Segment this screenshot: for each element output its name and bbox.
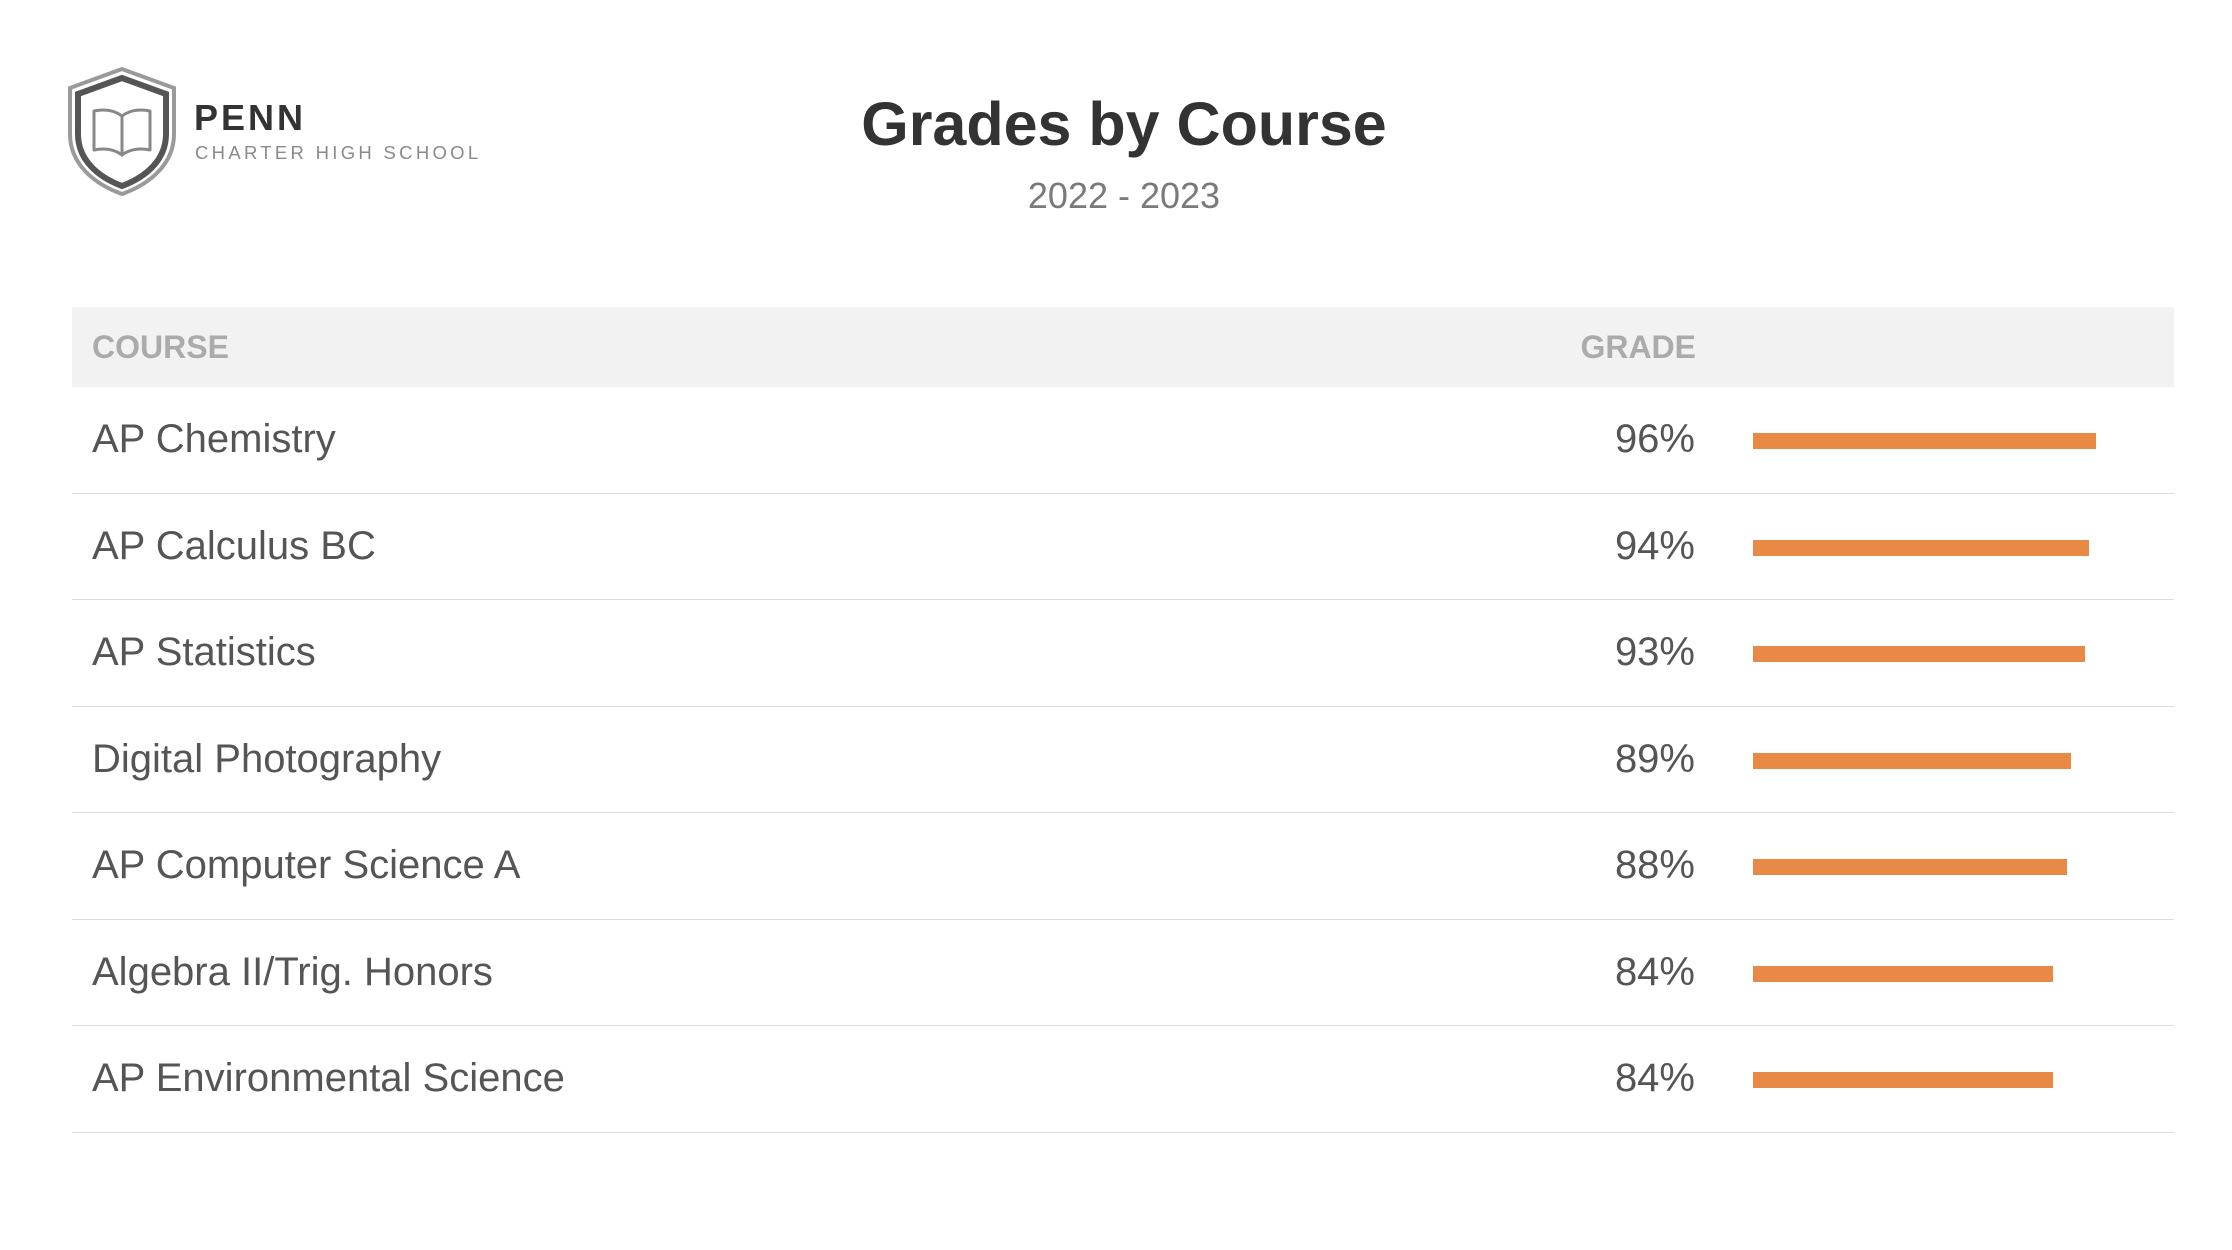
school-logo — [62, 66, 182, 197]
page-subtitle: 2022 - 2023 — [1027, 175, 1221, 216]
course-name: AP Statistics — [92, 630, 316, 674]
table-row: AP Calculus BC 94% — [72, 494, 2174, 600]
course-name: AP Calculus BC — [92, 523, 376, 568]
page-title: Grades by Course — [861, 90, 1387, 158]
brand-subtitle: CHARTER HIGH SCHOOL — [195, 142, 482, 163]
grade-bar — [1753, 1072, 2110, 1088]
course-name: Digital Photography — [92, 736, 442, 781]
grade-bar-fill — [1753, 646, 2085, 662]
grade-bar-fill — [1753, 859, 2068, 875]
grade-value: 84% — [1614, 949, 1695, 994]
grade-value: 96% — [1614, 417, 1695, 461]
grade-bar — [1753, 965, 2110, 982]
course-name: AP Chemistry — [92, 417, 336, 461]
grade-bar — [1753, 859, 2110, 875]
grade-bar-fill — [1753, 965, 2053, 982]
grade-value: 84% — [1614, 1056, 1695, 1100]
column-header-grade: GRADE — [1580, 329, 1696, 365]
table-header: COURSE GRADE — [72, 307, 2174, 387]
grade-bar-fill — [1753, 752, 2071, 769]
course-name: AP Computer Science A — [92, 843, 521, 887]
shield-book-icon — [68, 66, 176, 197]
table-row: AP Environmental Science 84% — [72, 1026, 2174, 1133]
table-row: AP Computer Science A 88% — [72, 813, 2174, 920]
course-name: AP Environmental Science — [92, 1056, 565, 1100]
course-name: Algebra II/Trig. Honors — [92, 949, 493, 994]
grade-value: 89% — [1614, 736, 1695, 781]
table-row: AP Statistics 93% — [72, 600, 2174, 707]
grade-bar-fill — [1753, 539, 2089, 556]
grades-table: COURSE GRADE AP Chemistry 96% AP Calculus … — [72, 307, 2174, 1133]
table-row: Algebra II/Trig. Honors 84% — [72, 920, 2174, 1026]
grade-bar — [1753, 752, 2110, 769]
grade-bar — [1753, 646, 2110, 662]
grade-bar — [1753, 539, 2110, 556]
grade-bar-fill — [1753, 1072, 2053, 1088]
table-row: AP Chemistry 96% — [72, 387, 2174, 494]
column-header-course: COURSE — [92, 329, 229, 365]
grade-value: 88% — [1614, 843, 1695, 887]
table-body: AP Chemistry 96% AP Calculus BC 94% AP Stati… — [72, 387, 2174, 1133]
grade-bar — [1753, 433, 2110, 449]
brand-name: PENN — [194, 97, 307, 138]
grade-bar-fill — [1753, 433, 2096, 449]
grade-value: 93% — [1614, 630, 1695, 674]
table-row: Digital Photography 89% — [72, 707, 2174, 813]
grade-value: 94% — [1614, 523, 1695, 568]
